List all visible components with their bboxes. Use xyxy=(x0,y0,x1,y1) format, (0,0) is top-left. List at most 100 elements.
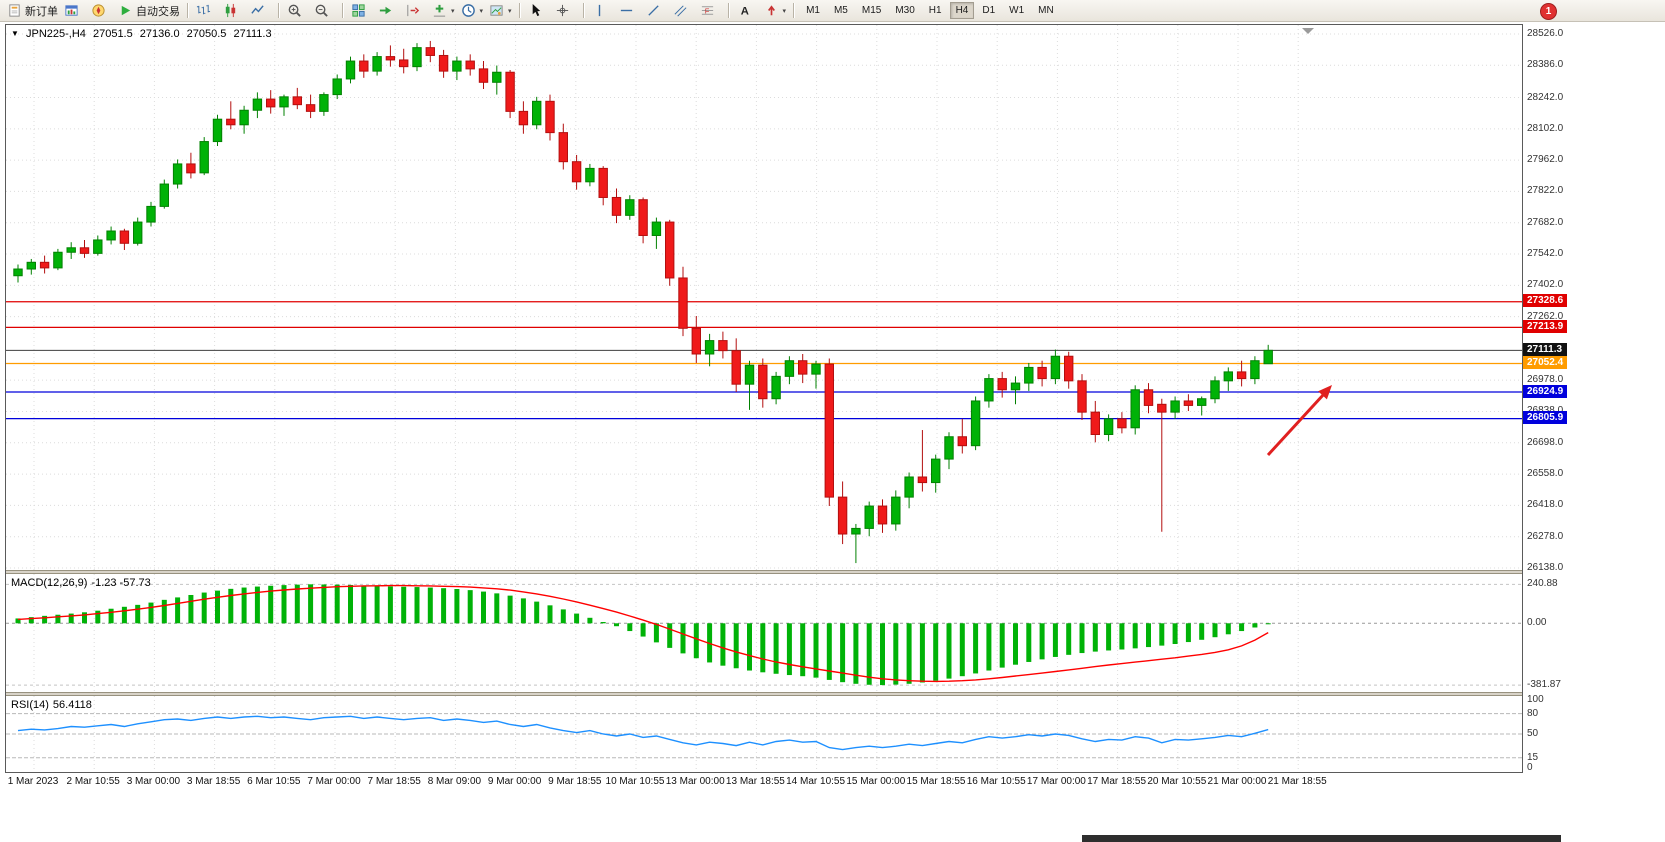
macd-histogram-bar xyxy=(454,589,460,624)
auto-scroll-button[interactable] xyxy=(375,0,402,21)
candle-body xyxy=(731,350,741,385)
chart-shift-marker[interactable] xyxy=(1302,28,1314,34)
time-axis-label: 9 Mar 18:55 xyxy=(548,776,602,787)
candle-body xyxy=(332,78,342,96)
templates-button[interactable]: ▾ xyxy=(486,0,515,21)
candle-body xyxy=(505,71,515,112)
candle-body xyxy=(917,476,928,484)
resistance-line-2-tag: 27213.9 xyxy=(1523,319,1568,333)
navigator-icon xyxy=(92,4,105,17)
candle-body xyxy=(1183,400,1194,406)
candlestick-icon xyxy=(225,3,236,18)
trend-arrow-annotation[interactable] xyxy=(1266,385,1332,457)
time-axis-label: 20 Mar 10:55 xyxy=(1147,776,1207,787)
price-axis-label: 27822.0 xyxy=(1527,185,1564,197)
new-order-button[interactable]: 新订单 xyxy=(4,0,61,21)
zoom-in-button[interactable] xyxy=(284,0,311,21)
macd-histogram-bar xyxy=(374,585,380,624)
price-axis[interactable]: 28526.0 28386.0 28242.0 28102.0 27962.0 27822… xyxy=(1523,24,1663,773)
rsi-pane[interactable]: RSI(14) 56.4118 xyxy=(6,696,1522,772)
vertical-line-button[interactable] xyxy=(589,0,616,21)
toolbar: 新订单 自动交易 ▾ ▾ ▾ F A ▾ M1 M5 M15 M30 H1 H4 D1 W1 MN xyxy=(0,0,1665,22)
macd-params: MACD(12,26,9) xyxy=(11,577,88,589)
macd-histogram-bar xyxy=(999,623,1005,668)
timeframe-m5-button[interactable]: M5 xyxy=(833,5,848,16)
candle-body xyxy=(93,239,103,254)
candle-body xyxy=(1077,380,1087,413)
autotrade-play-icon xyxy=(121,5,131,16)
text-button[interactable]: A xyxy=(734,0,761,21)
fibonacci-button[interactable]: F xyxy=(697,0,724,21)
candle-body xyxy=(372,56,382,72)
high-value: 27136.0 xyxy=(139,28,180,40)
channel-button[interactable] xyxy=(670,0,697,21)
candle-body xyxy=(864,505,874,529)
candlestick-chart[interactable] xyxy=(6,25,1522,570)
macd-histogram-bar xyxy=(547,605,553,624)
gridlines xyxy=(6,696,1522,772)
horizontal-line-button[interactable] xyxy=(616,0,643,21)
charts-window-button[interactable] xyxy=(61,0,88,21)
macd-histogram-bar xyxy=(986,623,992,671)
notification-badge[interactable]: 1 xyxy=(1540,3,1557,20)
macd-histogram-bar xyxy=(294,584,300,624)
zoom-out-button[interactable] xyxy=(311,0,338,21)
tile-windows-button[interactable] xyxy=(348,0,375,21)
crosshair-button[interactable] xyxy=(552,0,579,21)
macd-histogram-bar xyxy=(15,618,21,624)
cursor-button[interactable] xyxy=(525,0,552,21)
macd-histogram-bar xyxy=(640,623,646,637)
timeframe-m30-button[interactable]: M30 xyxy=(895,5,915,16)
candle-body xyxy=(611,196,622,216)
macd-histogram-bar xyxy=(42,615,48,624)
bar-chart-button[interactable] xyxy=(193,0,220,21)
candle-body xyxy=(226,118,236,126)
timeframe-h1-button[interactable]: H1 xyxy=(928,5,942,16)
arrows-icon xyxy=(767,5,775,16)
arrows-button[interactable]: ▾ xyxy=(761,0,790,21)
trendline-button[interactable] xyxy=(643,0,670,21)
chart-shift-button[interactable] xyxy=(402,0,429,21)
macd-histogram-bar xyxy=(933,623,939,681)
candle-body xyxy=(1223,371,1233,382)
macd-pane[interactable]: MACD(12,26,9) -1.23 -57.73 xyxy=(6,574,1522,692)
macd-histogram-bar xyxy=(680,623,686,654)
macd-histogram-bar xyxy=(587,617,593,624)
macd-histogram-bar xyxy=(906,623,912,684)
timeframe-h4-button[interactable]: H4 xyxy=(949,2,975,19)
candle-body xyxy=(824,363,834,498)
price-axis-label: 26278.0 xyxy=(1527,530,1564,542)
line-chart-button[interactable] xyxy=(247,0,274,21)
macd-histogram-bar xyxy=(1252,623,1258,628)
symbol-dropdown-icon[interactable]: ▼ xyxy=(11,29,19,38)
candle-body xyxy=(904,476,914,498)
bar-chart-icon xyxy=(196,4,211,15)
indicators-button[interactable]: ▾ xyxy=(429,0,458,21)
candle-body xyxy=(292,96,303,106)
periods-button[interactable]: ▾ xyxy=(458,0,487,21)
timeframe-m15-button[interactable]: M15 xyxy=(861,5,882,16)
macd-histogram-bar xyxy=(627,623,633,632)
timeframe-mn-button[interactable]: MN xyxy=(1038,5,1054,16)
candlestick-chart-button[interactable] xyxy=(220,0,247,21)
macd-axis-label: 240.88 xyxy=(1527,578,1558,590)
time-axis[interactable]: 1 Mar 2023 2 Mar 10:55 3 Mar 00:00 3 Mar 18… xyxy=(5,775,1521,789)
fibonacci-icon: F xyxy=(701,6,713,15)
pane-splitter[interactable] xyxy=(6,692,1522,696)
timeframe-w1-button[interactable]: W1 xyxy=(1009,5,1025,16)
pane-splitter[interactable] xyxy=(6,570,1522,574)
price-axis-label: 28242.0 xyxy=(1527,91,1564,103)
main-chart-pane[interactable]: ▼ JPN225-,H4 27051.5 27136.0 27050.5 271… xyxy=(6,25,1522,570)
resistance-line-1-tag: 27328.6 xyxy=(1523,294,1568,308)
auto-trading-button[interactable]: 自动交易 xyxy=(115,0,183,21)
timeframe-d1-button[interactable]: D1 xyxy=(982,5,996,16)
navigator-button[interactable] xyxy=(88,0,115,21)
macd-histogram-bar xyxy=(241,587,247,624)
horizontal-scrollbar-thumb[interactable] xyxy=(1082,835,1561,842)
dropdown-caret-icon: ▾ xyxy=(479,7,484,15)
candle-body xyxy=(758,364,768,400)
candle-body xyxy=(931,458,941,484)
candle-body xyxy=(1064,355,1074,382)
timeframe-m1-button[interactable]: M1 xyxy=(806,5,820,16)
time-axis-label: 17 Mar 18:55 xyxy=(1087,776,1147,787)
